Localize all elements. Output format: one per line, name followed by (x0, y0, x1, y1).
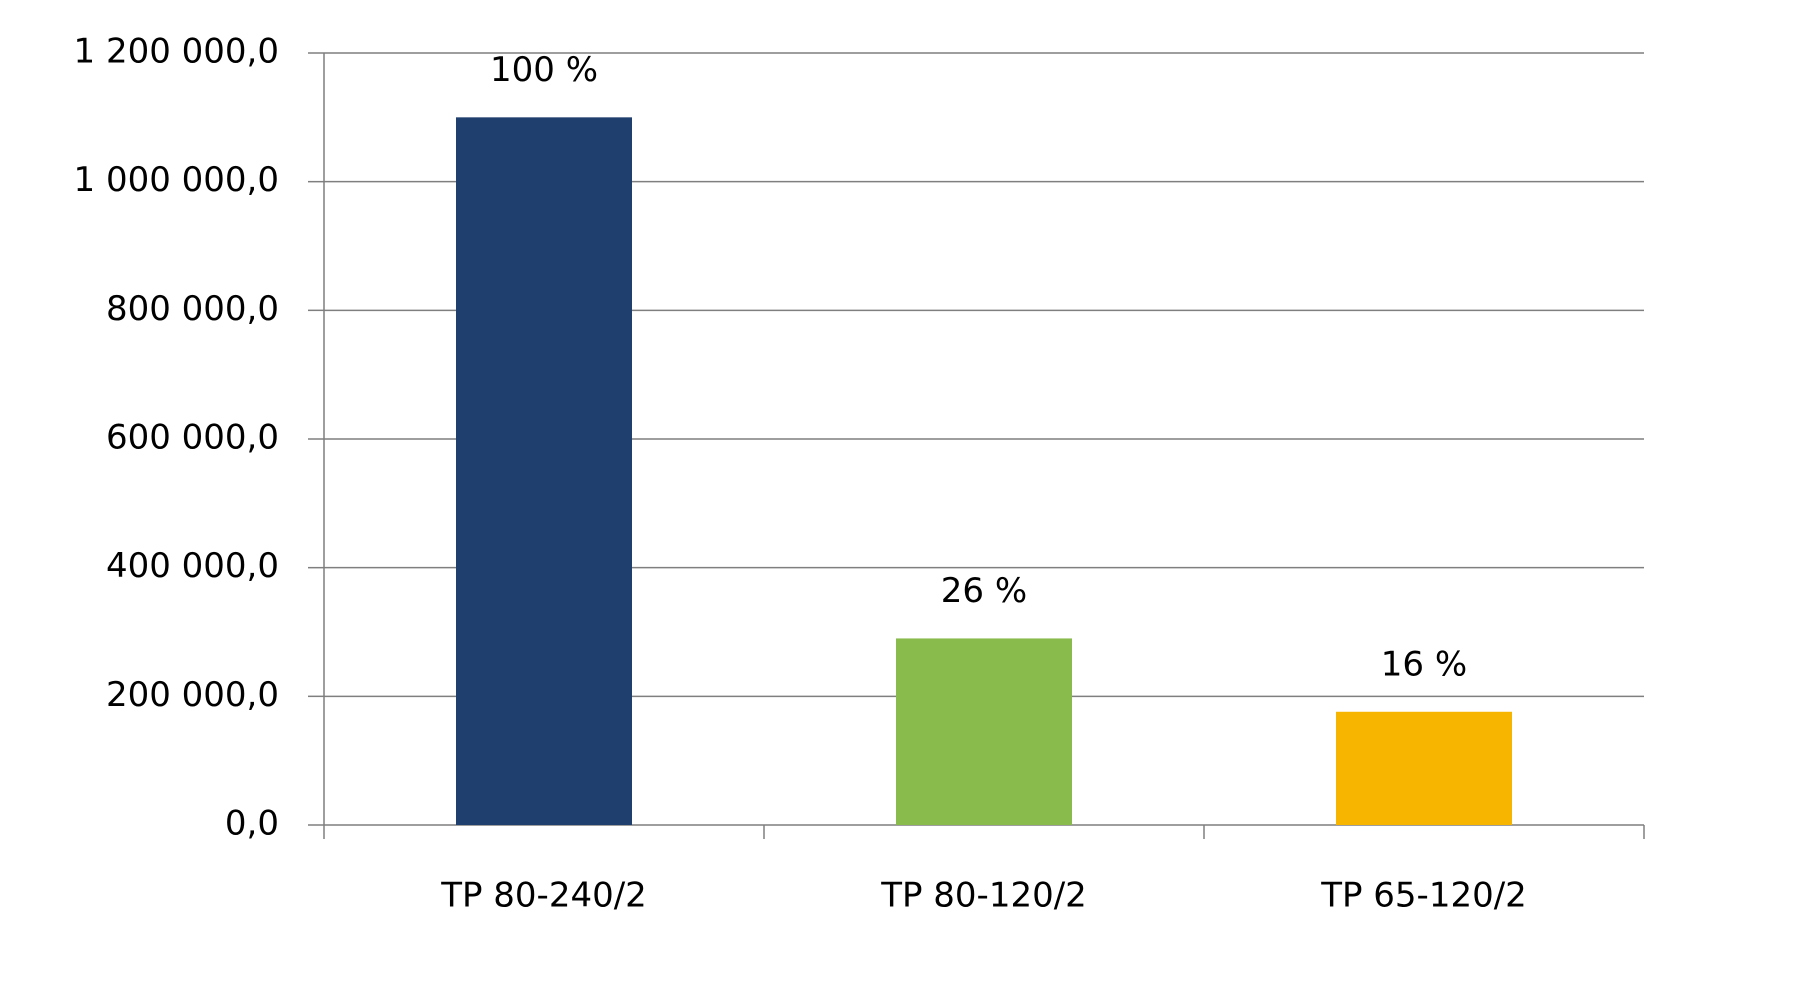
x-tick-label: TP 80-120/2 (880, 876, 1087, 916)
x-tick-label: TP 80-240/2 (440, 876, 647, 916)
y-tick-label: 200 000,0 (106, 675, 279, 715)
y-tick-label: 800 000,0 (106, 289, 279, 329)
x-tick-label: TP 65-120/2 (1320, 876, 1527, 916)
data-label: 100 % (490, 50, 598, 90)
data-label: 16 % (1381, 644, 1467, 684)
y-tick-label: 600 000,0 (106, 418, 279, 458)
bar (1336, 711, 1512, 825)
y-tick-label: 1 000 000,0 (74, 160, 279, 200)
y-tick-label: 1 200 000,0 (74, 32, 279, 72)
bar (456, 117, 632, 826)
data-label: 26 % (941, 571, 1027, 611)
bar (896, 638, 1072, 825)
y-tick-label: 400 000,0 (106, 546, 279, 586)
y-tick-label: 0,0 (225, 804, 279, 844)
